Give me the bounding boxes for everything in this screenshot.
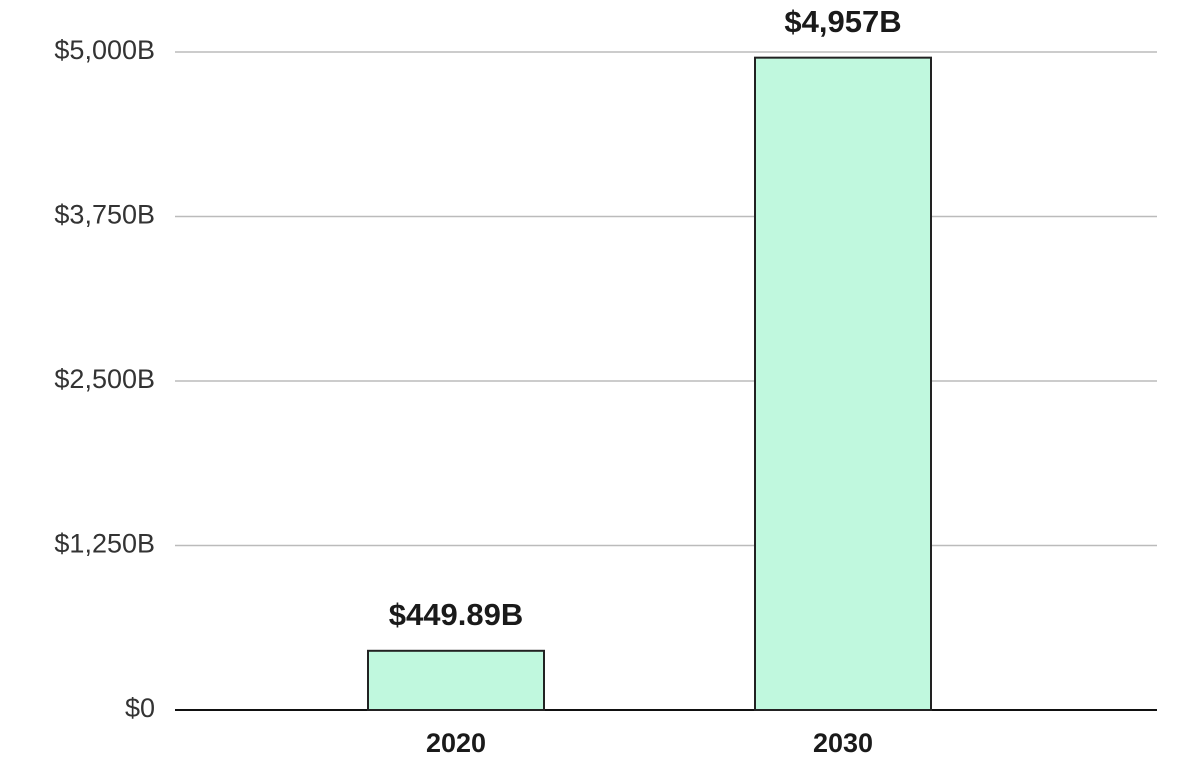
y-tick-label: $1,250B xyxy=(54,529,155,559)
x-tick-label: 2030 xyxy=(813,728,873,758)
y-tick-label: $3,750B xyxy=(54,200,155,230)
bar xyxy=(367,649,545,712)
y-tick-label: $0 xyxy=(125,693,155,723)
x-tick-label: 2020 xyxy=(426,728,486,758)
value-label: $4,957B xyxy=(784,4,901,39)
bar xyxy=(754,56,932,711)
value-label: $449.89B xyxy=(389,597,523,632)
y-tick-label: $2,500B xyxy=(54,364,155,394)
y-tick-label: $5,000B xyxy=(54,35,155,65)
